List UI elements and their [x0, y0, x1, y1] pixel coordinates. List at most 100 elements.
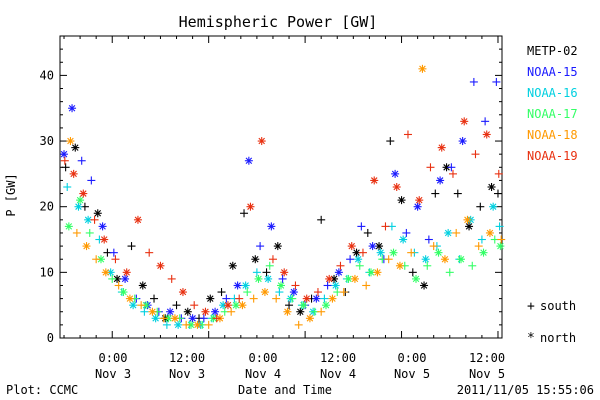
data-point [354, 255, 363, 264]
legend-entry: METP-02 [527, 44, 578, 58]
data-point [60, 156, 69, 165]
data-point [260, 288, 269, 297]
data-point [257, 137, 266, 146]
data-point [384, 255, 393, 264]
data-point [468, 261, 477, 270]
data-point [101, 268, 110, 277]
data-point [246, 202, 255, 211]
data-point [243, 288, 252, 297]
data-point [474, 242, 483, 251]
data-point [357, 222, 366, 231]
data-point [403, 130, 412, 139]
data-point [268, 255, 277, 264]
data-point [190, 301, 199, 310]
data-point [494, 169, 503, 178]
data-point [477, 235, 486, 244]
data-point [174, 320, 183, 329]
plot-frame [59, 35, 503, 339]
data-point [138, 281, 147, 290]
data-point [211, 307, 220, 316]
data-point [119, 288, 128, 297]
data-point [317, 307, 326, 316]
data-point [376, 248, 385, 257]
data-point [397, 196, 406, 205]
data-point [217, 288, 226, 297]
data-point [64, 222, 73, 231]
data-point [495, 222, 504, 231]
data-point [125, 294, 134, 303]
legend-entry: NOAA-19 [527, 149, 578, 163]
data-point [106, 268, 115, 277]
data-point [347, 242, 356, 251]
x-tick-date-label: Nov 3 [95, 367, 131, 381]
data-point [100, 235, 109, 244]
data-point [240, 209, 249, 218]
data-point [463, 215, 472, 224]
data-point [252, 268, 261, 277]
data-point [363, 228, 372, 237]
data-point [487, 183, 496, 191]
data-point [296, 307, 305, 316]
chart-title: Hemispheric Power [GW] [179, 13, 378, 31]
data-point [264, 274, 273, 283]
north-marker-label: north [540, 331, 576, 345]
data-point [129, 301, 138, 310]
x-tick-date-label: Nov 3 [169, 367, 205, 381]
legend-entry: NOAA-15 [527, 65, 578, 79]
data-point [76, 196, 85, 205]
data-point [170, 314, 179, 323]
data-point [392, 183, 401, 191]
data-point [241, 281, 250, 290]
data-point [458, 137, 467, 146]
x-tick-time-label: 12:00 [469, 351, 505, 365]
data-point [193, 320, 202, 329]
data-point [339, 288, 348, 297]
data-point [479, 248, 488, 257]
data-point [389, 248, 398, 257]
marker-legend: + south * north [527, 299, 576, 346]
data-point [222, 294, 231, 303]
data-point [496, 242, 505, 251]
data-point [471, 150, 480, 159]
data-point [201, 307, 210, 316]
data-point [172, 301, 181, 310]
data-point [313, 288, 322, 297]
data-point [206, 294, 215, 303]
y-tick-label: 0 [47, 331, 54, 345]
data-point [436, 176, 445, 185]
data-point [265, 261, 274, 270]
data-point [493, 189, 502, 198]
data-point [162, 320, 171, 329]
data-point [482, 130, 491, 139]
data-point [325, 274, 334, 283]
data-point [489, 202, 498, 211]
x-tick-time-label: 12:00 [169, 351, 205, 365]
data-point [323, 281, 332, 290]
data-point [481, 117, 490, 126]
data-point [166, 307, 175, 316]
data-point [127, 242, 136, 251]
legend-entry: NOAA-18 [527, 128, 578, 142]
data-point [267, 222, 276, 231]
data-point [381, 222, 390, 231]
data-point [421, 255, 430, 264]
data-point [492, 77, 501, 86]
data-point [302, 294, 311, 303]
data-point [336, 261, 345, 270]
data-point [373, 268, 382, 277]
data-point [355, 261, 364, 270]
data-point [251, 255, 260, 264]
data-point [140, 307, 149, 316]
data-point [159, 314, 168, 323]
data-point [122, 268, 131, 277]
data-point [294, 320, 303, 329]
data-point [182, 320, 191, 329]
data-point [235, 294, 244, 303]
data-point [283, 307, 292, 316]
data-point [280, 268, 289, 277]
data-point [367, 268, 376, 277]
data-point [223, 301, 232, 310]
data-point [426, 163, 435, 172]
data-point [114, 281, 123, 290]
data-point [331, 281, 340, 290]
